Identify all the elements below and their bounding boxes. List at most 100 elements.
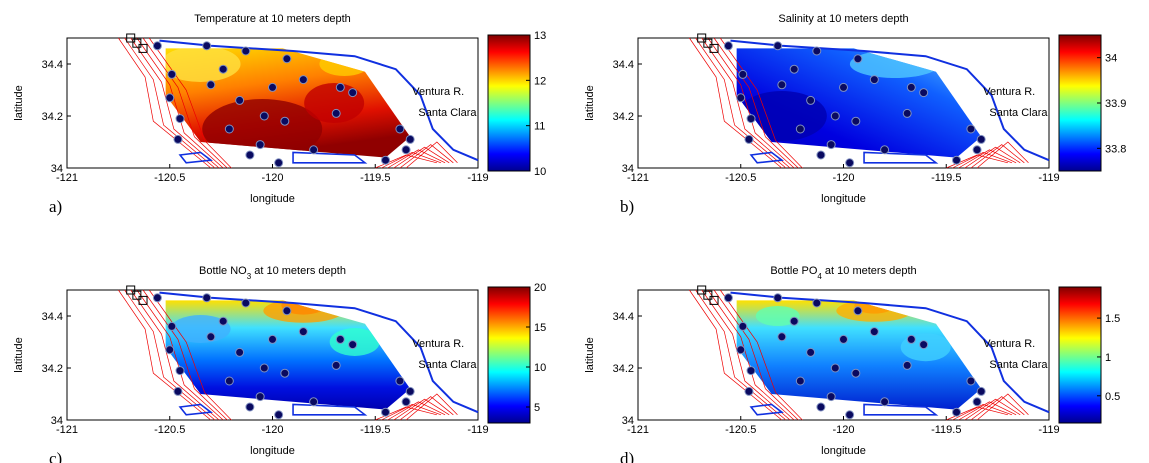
island xyxy=(292,151,368,164)
station xyxy=(966,124,976,134)
title-part: at 10 meters depth xyxy=(251,265,346,277)
station xyxy=(245,150,255,160)
title-part: Bottle NO xyxy=(199,265,247,277)
station xyxy=(309,397,319,407)
island xyxy=(178,151,213,164)
bathymetry-line xyxy=(393,398,450,421)
station-square xyxy=(126,33,136,43)
colorbar xyxy=(1058,34,1102,172)
y-tick-label: 34 xyxy=(622,163,634,175)
bathymetry-line xyxy=(130,289,220,421)
contour-blob xyxy=(202,99,323,158)
contour-blob xyxy=(165,48,241,82)
x-tick-label: -121 xyxy=(627,424,649,436)
station xyxy=(816,402,826,412)
bathymetry-line xyxy=(976,393,1029,421)
colorbar-tick-label: 15 xyxy=(534,322,546,334)
station xyxy=(972,145,982,155)
station xyxy=(175,366,185,376)
station xyxy=(906,334,916,344)
x-tick-label: -119 xyxy=(1038,424,1059,436)
x-tick-label: -121 xyxy=(56,172,78,184)
station xyxy=(826,392,836,402)
station xyxy=(309,145,319,155)
station xyxy=(298,75,308,85)
station xyxy=(268,334,277,344)
bathymetry-line xyxy=(381,404,442,421)
bathymetry-line xyxy=(958,401,1017,421)
station xyxy=(830,363,840,373)
station xyxy=(165,93,175,103)
bathymetry-line xyxy=(695,289,787,421)
station xyxy=(206,80,216,90)
station xyxy=(348,88,358,98)
station xyxy=(245,402,255,412)
panel-letter: b) xyxy=(620,197,634,216)
x-axis-label: longitude xyxy=(250,193,295,205)
contour-blob xyxy=(170,315,231,343)
station xyxy=(173,134,183,144)
station xyxy=(736,345,746,355)
colorbar-tick-label: 20 xyxy=(534,282,546,294)
station xyxy=(723,293,733,303)
station-square xyxy=(697,285,707,295)
coastline xyxy=(159,39,479,162)
station xyxy=(738,69,748,79)
bathymetry-line xyxy=(713,37,799,169)
station xyxy=(744,386,754,396)
title-part: Bottle PO xyxy=(770,265,818,277)
panel-title: Salinity at 10 meters depth xyxy=(778,13,908,25)
station xyxy=(401,145,411,155)
station xyxy=(777,80,787,90)
station xyxy=(241,298,251,308)
station-square xyxy=(126,285,136,295)
station xyxy=(736,93,746,103)
station xyxy=(395,376,405,386)
station xyxy=(255,392,265,402)
station xyxy=(202,41,212,51)
station xyxy=(167,69,177,79)
station xyxy=(851,116,861,126)
station xyxy=(255,140,265,150)
colorbar-tick-label: 10 xyxy=(534,166,546,178)
station xyxy=(952,155,962,165)
colorbar-tick-label: 1 xyxy=(1105,352,1111,364)
station xyxy=(152,293,162,303)
station-square xyxy=(709,295,719,305)
station xyxy=(919,340,929,350)
panel: Ventura R. Santa Clara -121 -120.5 -120 -119.… xyxy=(13,265,546,463)
station xyxy=(806,347,816,357)
annotation: Ventura R. xyxy=(983,338,1035,350)
station xyxy=(746,366,756,376)
station xyxy=(839,82,848,92)
annotation: Santa Clara xyxy=(418,107,477,119)
bathymetry-line xyxy=(707,37,795,169)
y-axis-label: latitude xyxy=(584,337,596,372)
panel-title: Bottle PO4 at 10 meters depth xyxy=(770,265,916,281)
station xyxy=(723,41,733,51)
bathymetry-line xyxy=(148,289,232,421)
station xyxy=(972,397,982,407)
station xyxy=(224,124,234,134)
bathymetry-line xyxy=(719,37,803,169)
station xyxy=(773,293,783,303)
island xyxy=(863,403,939,416)
station xyxy=(335,82,345,92)
station xyxy=(259,111,269,121)
station xyxy=(812,298,822,308)
station xyxy=(395,124,405,134)
annotation: Santa Clara xyxy=(989,359,1048,371)
station xyxy=(280,368,290,378)
title-part: Temperature at 10 meters depth xyxy=(194,13,351,25)
x-tick-label: -120.5 xyxy=(154,424,185,436)
station xyxy=(795,376,805,386)
station xyxy=(224,376,234,386)
colorbar-tick-label: 1.5 xyxy=(1105,313,1120,325)
bathymetry-line xyxy=(381,152,442,169)
annotation: Ventura R. xyxy=(412,338,464,350)
x-tick-label: -120 xyxy=(832,424,854,436)
title-part: Salinity at 10 meters depth xyxy=(778,13,908,25)
station xyxy=(816,150,826,160)
bathymetry-line xyxy=(405,393,458,421)
island xyxy=(749,151,784,164)
